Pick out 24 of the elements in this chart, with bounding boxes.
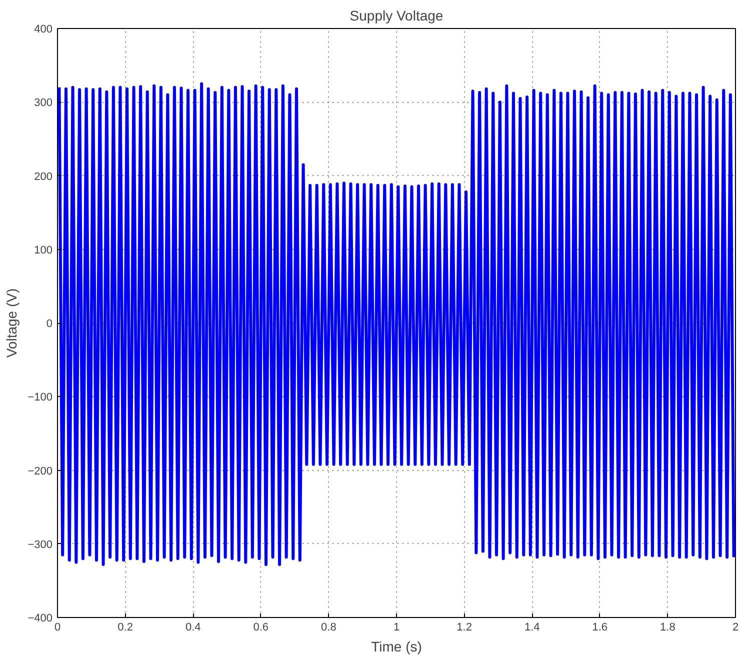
line-series: [58, 82, 736, 566]
y-tick-label: −400: [28, 612, 53, 624]
x-tick-label: 0.8: [321, 622, 336, 634]
x-tick-label: 0.2: [118, 622, 133, 634]
y-tick-label: 400: [34, 24, 53, 36]
y-tick-label: −300: [28, 538, 53, 551]
x-tick-label: 0: [54, 622, 61, 634]
x-tick-label: 1: [393, 622, 400, 634]
x-tick-label: 0.6: [253, 622, 269, 634]
x-axis-title: Time (s): [371, 638, 422, 654]
y-axis-title: Voltage (V): [4, 288, 20, 358]
x-tick-label: 2: [732, 622, 739, 634]
x-tick-label: 0.4: [185, 622, 201, 634]
x-tick-label: 1.6: [592, 622, 608, 634]
y-tick-label: −100: [28, 392, 53, 404]
y-tick-label: −200: [28, 465, 53, 478]
y-tick-label: 100: [34, 244, 53, 256]
y-tick-label: 0: [46, 318, 53, 330]
x-tick-label: 1.4: [524, 622, 540, 634]
y-tick-label: 200: [34, 170, 53, 183]
y-tick-label: 300: [34, 97, 53, 110]
x-tick-label: 1.8: [660, 622, 676, 634]
x-tick-label: 1.2: [456, 622, 472, 634]
chart-title: Supply Voltage: [350, 8, 444, 24]
